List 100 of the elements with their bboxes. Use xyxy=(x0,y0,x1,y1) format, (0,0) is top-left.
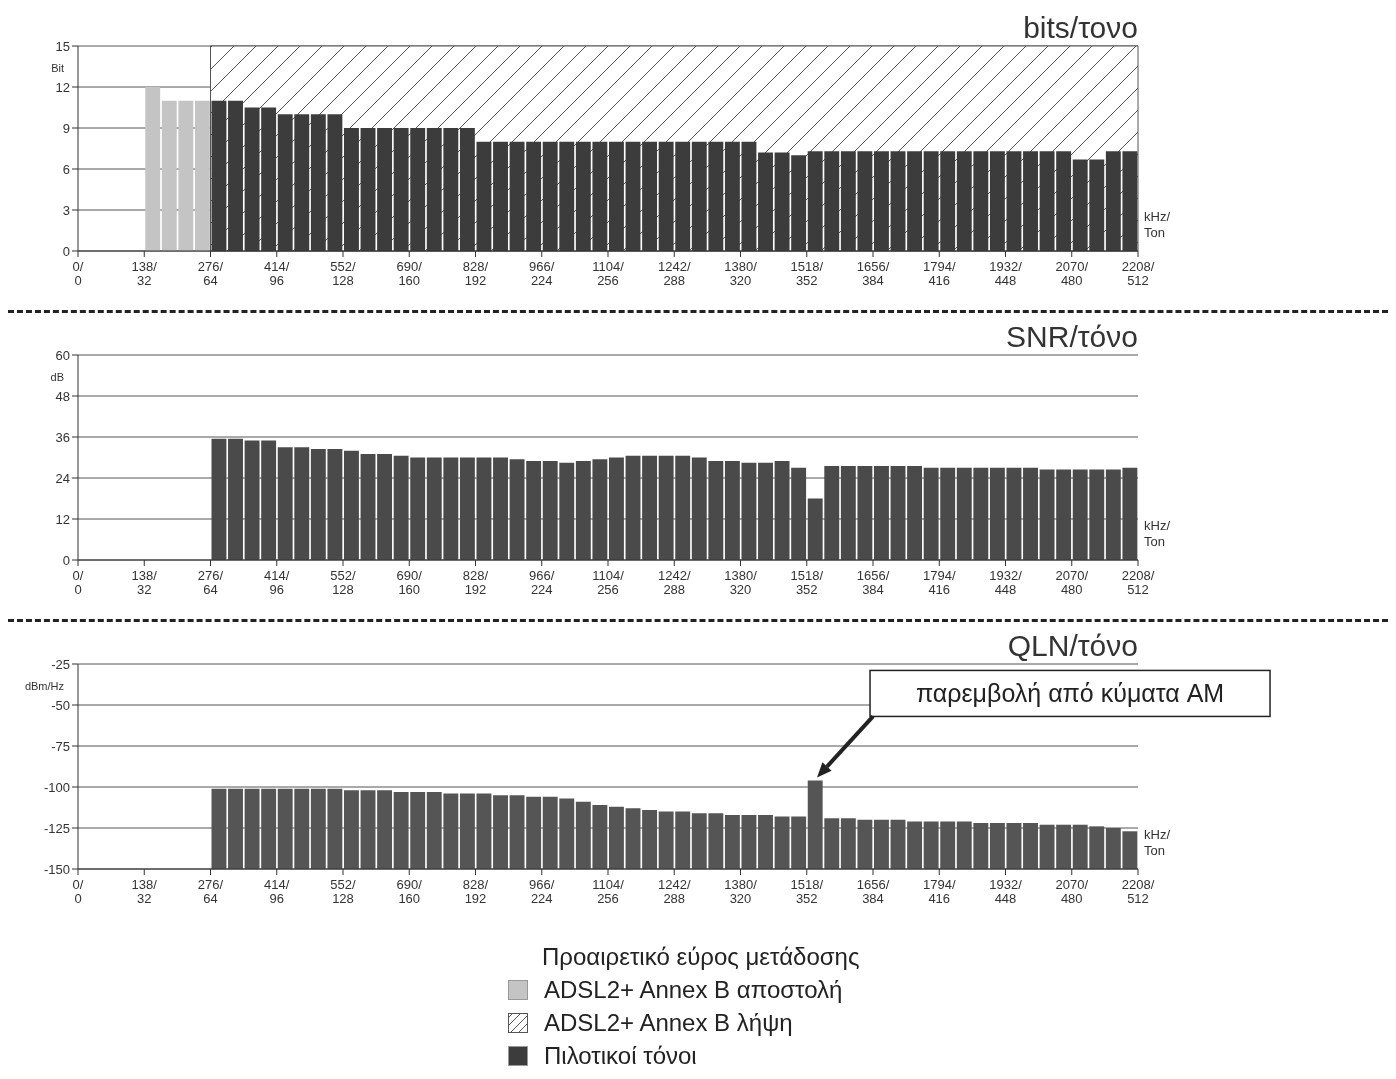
x-tick-label: 192 xyxy=(464,891,487,906)
x-tick-label: 512 xyxy=(1127,582,1149,597)
x-tick-label: 32 xyxy=(137,891,152,906)
legend-label: ADSL2+ Annex B αποστολή xyxy=(544,975,843,1005)
y-tick-label: 15 xyxy=(55,38,70,54)
chart-title: SNR/τόνο xyxy=(1006,320,1138,353)
x2-tick-label: 1932/ xyxy=(989,259,1023,274)
x2-tick-label: 138/ xyxy=(131,568,158,583)
x-tick-label: 288 xyxy=(663,582,686,597)
x-tick-label: 256 xyxy=(597,582,619,597)
x-tick-label: 512 xyxy=(1127,891,1149,906)
x2-tick-label: 138/ xyxy=(131,259,158,274)
x-tick-label: 256 xyxy=(597,891,619,906)
x2-tick-label: 2070/ xyxy=(1055,877,1089,892)
x-tick-label: 96 xyxy=(269,273,284,288)
x2-tick-label: 1380/ xyxy=(724,259,758,274)
y-tick-label: 36 xyxy=(55,429,70,445)
x-tick-label: 32 xyxy=(137,273,152,288)
x-tick-label: 0 xyxy=(74,273,82,288)
x2-tick-label: 690/ xyxy=(396,259,423,274)
x2-tick-label: 276/ xyxy=(197,568,224,583)
x2-tick-label: 1518/ xyxy=(790,259,824,274)
y-tick-label: 48 xyxy=(55,388,70,404)
x2-tick-label: 1656/ xyxy=(856,568,890,583)
x-tick-label: 64 xyxy=(203,273,218,288)
x2-tick-label: 0/ xyxy=(72,259,84,274)
x-tick-label: 416 xyxy=(928,891,951,906)
x2-tick-label: 1104/ xyxy=(592,568,625,583)
x-tick-label: 64 xyxy=(203,582,218,597)
y-tick-label: -25 xyxy=(51,656,70,672)
chart-title: QLN/τόνο xyxy=(1007,629,1138,662)
x2-tick-label: 1242/ xyxy=(657,877,691,892)
x-tick-label: 0 xyxy=(74,582,82,597)
x-tick-label: 128 xyxy=(332,582,354,597)
x-tick-label: 128 xyxy=(332,891,354,906)
x2-tick-label: 1932/ xyxy=(989,568,1023,583)
x-tick-label: 512 xyxy=(1127,273,1149,288)
x-axis-title: kHz/ Ton xyxy=(1144,827,1171,858)
x2-tick-label: 276/ xyxy=(197,877,224,892)
x2-tick-label: 1104/ xyxy=(592,259,625,274)
x2-tick-label: 966/ xyxy=(529,877,555,892)
y-tick-label: 12 xyxy=(55,511,70,527)
x-tick-label: 352 xyxy=(795,582,818,597)
y-tick-label: 0 xyxy=(62,552,70,568)
y-tick-label: 3 xyxy=(62,202,70,218)
x2-tick-label: 2070/ xyxy=(1055,568,1089,583)
x-tick-label: 288 xyxy=(663,891,686,906)
x2-tick-label: 966/ xyxy=(529,568,555,583)
x-tick-label: 128 xyxy=(332,273,354,288)
y-axis-title: dB xyxy=(50,371,64,383)
x-tick-label: 320 xyxy=(729,891,752,906)
x-tick-label: 384 xyxy=(862,582,884,597)
x2-tick-label: 138/ xyxy=(131,877,158,892)
x2-tick-label: 276/ xyxy=(197,259,224,274)
x-tick-label: 96 xyxy=(269,891,284,906)
y-tick-label: -75 xyxy=(51,738,70,754)
x2-tick-label: 1380/ xyxy=(724,568,758,583)
x-tick-label: 384 xyxy=(862,891,884,906)
x2-tick-label: 1794/ xyxy=(922,259,956,274)
y-tick-label: 6 xyxy=(62,161,70,177)
x2-tick-label: 1380/ xyxy=(724,877,758,892)
x-tick-label: 160 xyxy=(398,273,421,288)
bar xyxy=(145,87,161,251)
x-tick-label: 256 xyxy=(597,273,619,288)
x-tick-label: 320 xyxy=(729,273,752,288)
x-tick-label: 160 xyxy=(398,891,421,906)
bar xyxy=(194,100,210,251)
x2-tick-label: 1518/ xyxy=(790,877,824,892)
x2-tick-label: 0/ xyxy=(72,877,84,892)
x2-tick-label: 414/ xyxy=(264,877,290,892)
x-tick-label: 320 xyxy=(729,582,752,597)
x-tick-label: 448 xyxy=(994,582,1017,597)
x-tick-label: 0 xyxy=(74,891,82,906)
x2-tick-label: 1656/ xyxy=(856,259,890,274)
x2-tick-label: 966/ xyxy=(529,259,555,274)
x-tick-label: 224 xyxy=(530,273,553,288)
legend-label: Πιλοτικοί τόνοι xyxy=(544,1041,697,1071)
x2-tick-label: 690/ xyxy=(396,877,423,892)
x-tick-label: 480 xyxy=(1060,891,1083,906)
x-tick-label: 224 xyxy=(530,582,553,597)
x-axis-title: kHz/ Ton xyxy=(1144,209,1171,240)
x-tick-label: 32 xyxy=(137,582,152,597)
x-tick-label: 64 xyxy=(203,891,218,906)
x-tick-label: 224 xyxy=(530,891,553,906)
x2-tick-label: 690/ xyxy=(396,568,423,583)
y-tick-label: 24 xyxy=(55,470,70,486)
annotation: παρεμβολή από κύματα AM xyxy=(915,679,1225,708)
x-tick-label: 96 xyxy=(269,582,284,597)
x2-tick-label: 1656/ xyxy=(856,877,890,892)
x2-tick-label: 2208/ xyxy=(1121,568,1155,583)
y-axis-title: dBm/Hz xyxy=(24,680,64,692)
x2-tick-label: 1104/ xyxy=(592,877,625,892)
x-tick-label: 480 xyxy=(1060,273,1083,288)
x-tick-label: 416 xyxy=(928,273,951,288)
x-tick-label: 480 xyxy=(1060,582,1083,597)
y-tick-label: -150 xyxy=(43,861,70,877)
y-tick-label: 12 xyxy=(55,79,70,95)
y-tick-label: -50 xyxy=(51,697,70,713)
y-tick-label: 0 xyxy=(62,243,70,259)
x-tick-label: 448 xyxy=(994,273,1017,288)
